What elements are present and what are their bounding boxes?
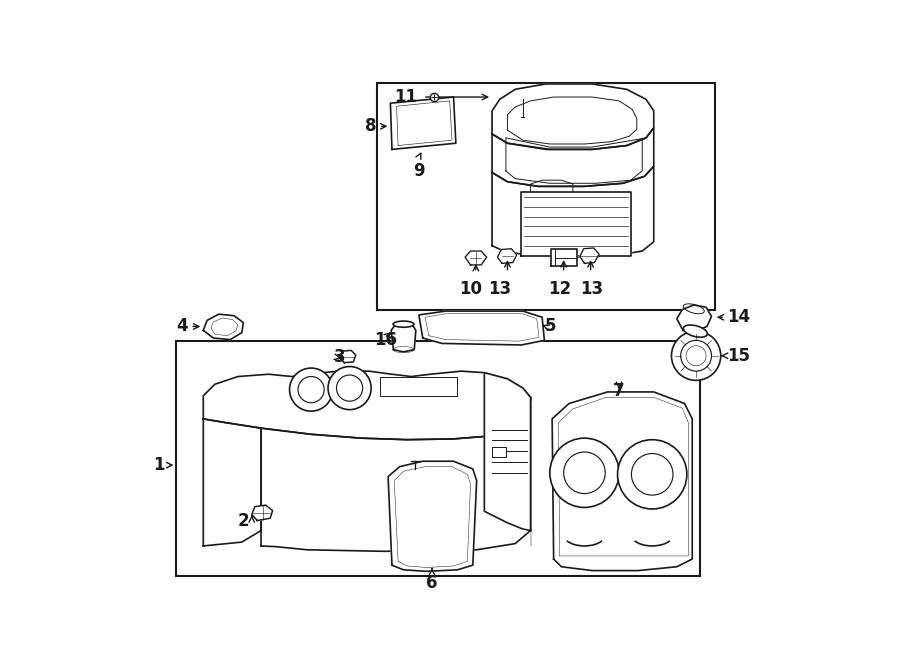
Circle shape (550, 438, 619, 508)
Text: 12: 12 (548, 280, 572, 298)
Polygon shape (261, 397, 530, 551)
Text: 10: 10 (459, 280, 482, 298)
Polygon shape (418, 311, 544, 345)
Text: 3: 3 (334, 348, 346, 366)
Text: 7: 7 (613, 382, 625, 400)
Text: 4: 4 (176, 317, 188, 336)
Circle shape (563, 452, 605, 494)
Polygon shape (203, 419, 261, 546)
Text: 8: 8 (365, 117, 376, 136)
Text: 13: 13 (580, 280, 604, 298)
Text: 1: 1 (153, 456, 165, 474)
Text: 11: 11 (394, 88, 418, 106)
Ellipse shape (393, 321, 414, 327)
Circle shape (671, 331, 721, 380)
Polygon shape (388, 461, 477, 571)
Circle shape (686, 346, 706, 366)
Polygon shape (492, 84, 653, 149)
Polygon shape (339, 350, 356, 363)
Polygon shape (498, 249, 517, 263)
Text: 5: 5 (544, 317, 556, 336)
Polygon shape (465, 251, 487, 265)
Circle shape (680, 340, 712, 371)
Text: 14: 14 (727, 308, 750, 327)
Polygon shape (580, 248, 599, 263)
Polygon shape (521, 192, 631, 256)
Polygon shape (252, 505, 273, 520)
Polygon shape (392, 322, 416, 352)
Text: 16: 16 (374, 331, 397, 350)
Polygon shape (484, 373, 530, 531)
Text: 6: 6 (427, 574, 437, 592)
Polygon shape (391, 97, 456, 149)
Polygon shape (677, 305, 712, 331)
Polygon shape (203, 314, 243, 340)
Polygon shape (552, 392, 692, 570)
Polygon shape (203, 371, 530, 440)
Circle shape (337, 375, 363, 401)
Circle shape (298, 377, 324, 403)
Bar (376, 83, 716, 310)
Polygon shape (492, 128, 653, 186)
Ellipse shape (683, 325, 707, 337)
Circle shape (617, 440, 687, 509)
Polygon shape (551, 249, 577, 266)
Text: 15: 15 (727, 347, 750, 365)
Circle shape (290, 368, 333, 411)
Bar (176, 341, 700, 576)
Text: 9: 9 (413, 163, 425, 180)
Polygon shape (492, 167, 653, 257)
Text: 13: 13 (488, 280, 511, 298)
Bar (381, 377, 457, 396)
Circle shape (632, 453, 673, 495)
Bar (492, 447, 506, 457)
Text: 2: 2 (238, 512, 249, 529)
Circle shape (328, 367, 371, 410)
